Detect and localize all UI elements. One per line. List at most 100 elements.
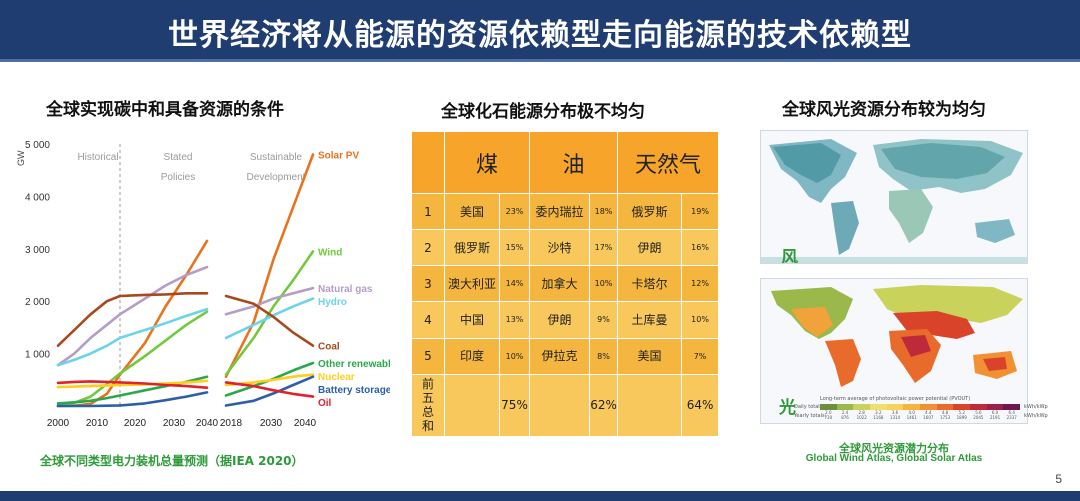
- legend-label: Battery storage: [318, 385, 390, 396]
- legend-label: Other renewables: [318, 359, 390, 370]
- legend-value: 2.0: [825, 410, 832, 415]
- legend-label: Oil: [318, 398, 332, 409]
- legend-value: 6.4: [1008, 410, 1015, 415]
- solar-map: 光: [760, 278, 1028, 424]
- legend-unit-daily: kWh/kWp: [1024, 404, 1048, 410]
- legend-label: Wind: [318, 247, 342, 258]
- oil-country: 加拿大: [529, 265, 591, 303]
- y-axis-label: GW: [16, 150, 26, 166]
- series-line-battery-storage: [118, 391, 209, 407]
- y-tick-label: 3 000: [25, 245, 50, 256]
- legend-value: 3.2: [875, 410, 882, 415]
- oil-country: 伊拉克: [529, 337, 591, 375]
- legend-value: 3.6: [891, 410, 899, 415]
- legend-value: 2337: [1006, 415, 1017, 420]
- slide-title: 世界经济将从能源的资源依赖型走向能源的技术依赖型: [168, 18, 912, 53]
- legend-value: 5.6: [975, 410, 982, 415]
- series-line-solar-pv: [118, 239, 209, 376]
- legend-value: 730: [824, 415, 833, 420]
- table-row: 2 俄罗斯 15% 沙特 17% 伊朗 16%: [411, 229, 720, 267]
- page-number: 5: [1055, 472, 1062, 486]
- table-row: 1 美国 23% 委内瑞拉 18% 俄罗斯 19%: [411, 192, 720, 231]
- legend-unit-yearly: kWh/kWp: [1024, 413, 1048, 419]
- legend-swatch: [936, 404, 954, 410]
- gas-pct: 7%: [681, 337, 720, 375]
- series-line-oil: [118, 381, 209, 389]
- oil-pct: 10%: [589, 265, 619, 303]
- oil-pct: 9%: [589, 301, 619, 339]
- oil-pct: 18%: [589, 192, 619, 231]
- coal-pct: 14%: [498, 265, 531, 303]
- coal-country: 美国: [444, 192, 500, 231]
- bottom-bar: [0, 491, 1080, 501]
- gas-pct: 19%: [681, 192, 720, 231]
- legend-swatch: [870, 404, 887, 410]
- y-tick-label: 1 000: [25, 350, 50, 361]
- table-corner: [411, 131, 445, 194]
- fossil-table: 煤 油 天然气 1 美国 23% 委内瑞拉 18% 俄罗斯 19% 2 俄罗斯 …: [411, 131, 720, 438]
- series-line-hydro: [224, 297, 315, 340]
- legend-value: 1899: [956, 415, 967, 420]
- x-tick-label: 2020: [124, 418, 147, 429]
- legend-label: Hydro: [318, 297, 347, 308]
- table-row: 3 澳大利亚 14% 加拿大 10% 卡塔尔 12%: [411, 265, 720, 303]
- series-line-solar-pv: [224, 153, 315, 378]
- capacity-chart: GW 1 000 2 000 3 000 4 000 5 000 Historical Sta…: [16, 140, 390, 429]
- coal-pct: 13%: [498, 301, 531, 339]
- gas-country: 土库曼: [617, 301, 683, 339]
- col-coal: 煤: [443, 131, 531, 194]
- x-tick-label: 2000: [47, 418, 70, 429]
- legend-value: 1314: [889, 415, 901, 420]
- y-tick-label: 2 000: [25, 297, 50, 308]
- series-line-coal: [224, 294, 315, 347]
- summary-row: 前五总和 75% 62% 64%: [411, 373, 720, 438]
- legend-swatch: [953, 404, 971, 410]
- series-line-battery-storage: [56, 404, 122, 408]
- oil-country: 伊朗: [529, 301, 591, 339]
- legend-value: 5.2: [958, 410, 965, 415]
- series-line-coal: [56, 294, 122, 347]
- legend-value: 2191: [989, 415, 1001, 420]
- legend-value: 1607: [923, 415, 934, 420]
- series-line-oil: [56, 380, 122, 385]
- series-line-nuclear: [56, 383, 122, 389]
- table-row: 4 中国 13% 伊朗 9% 土库曼 10%: [411, 301, 720, 339]
- legend-yearly-label: Yearly totals:: [794, 413, 827, 419]
- legend-label: Natural gas: [318, 284, 373, 295]
- panel-label: Policies: [161, 172, 195, 183]
- oil-total: 62%: [589, 373, 619, 438]
- coal-country: 中国: [444, 301, 500, 339]
- y-tick-label: 4 000: [25, 192, 50, 203]
- x-tick-label: 2040: [294, 418, 317, 429]
- series-line-wind: [118, 310, 209, 375]
- gas-pct: 12%: [681, 265, 720, 303]
- series-line-nuclear: [118, 379, 209, 387]
- wind-map: 风: [760, 130, 1028, 264]
- maps-caption-en: Global Wind Atlas, Global Solar Atlas: [805, 453, 983, 464]
- series-line-natural-gas: [56, 313, 122, 367]
- panel-label: Historical: [77, 152, 118, 163]
- legend-daily-label: Daily totals:: [794, 404, 824, 410]
- title-bar: 世界经济将从能源的资源依赖型走向能源的技术依赖型: [0, 0, 1080, 62]
- rank-cell: 5: [411, 337, 445, 375]
- legend-swatch: [820, 404, 837, 410]
- wind-map-image: [761, 139, 1027, 263]
- series-line-natural-gas: [224, 286, 315, 316]
- coal-pct: 10%: [498, 337, 531, 375]
- legend-swatch: [970, 404, 987, 410]
- legend-value: 1168: [873, 415, 884, 420]
- legend-label: Nuclear: [318, 372, 355, 383]
- series-line-oil: [224, 381, 315, 398]
- legend-value: 876: [841, 415, 849, 420]
- legend-swatch: [836, 404, 854, 410]
- coal-country: 印度: [444, 337, 500, 375]
- rank-cell: 4: [411, 301, 445, 339]
- wind-label: 风: [781, 248, 798, 264]
- solar-label: 光: [779, 398, 796, 418]
- legend-swatch: [986, 404, 1004, 410]
- oil-country: 沙特: [529, 229, 591, 267]
- series-line-coal: [118, 292, 209, 298]
- coal-pct: 23%: [498, 192, 531, 231]
- legend-value: 1461: [906, 415, 917, 420]
- x-tick-label: 2018: [220, 418, 243, 429]
